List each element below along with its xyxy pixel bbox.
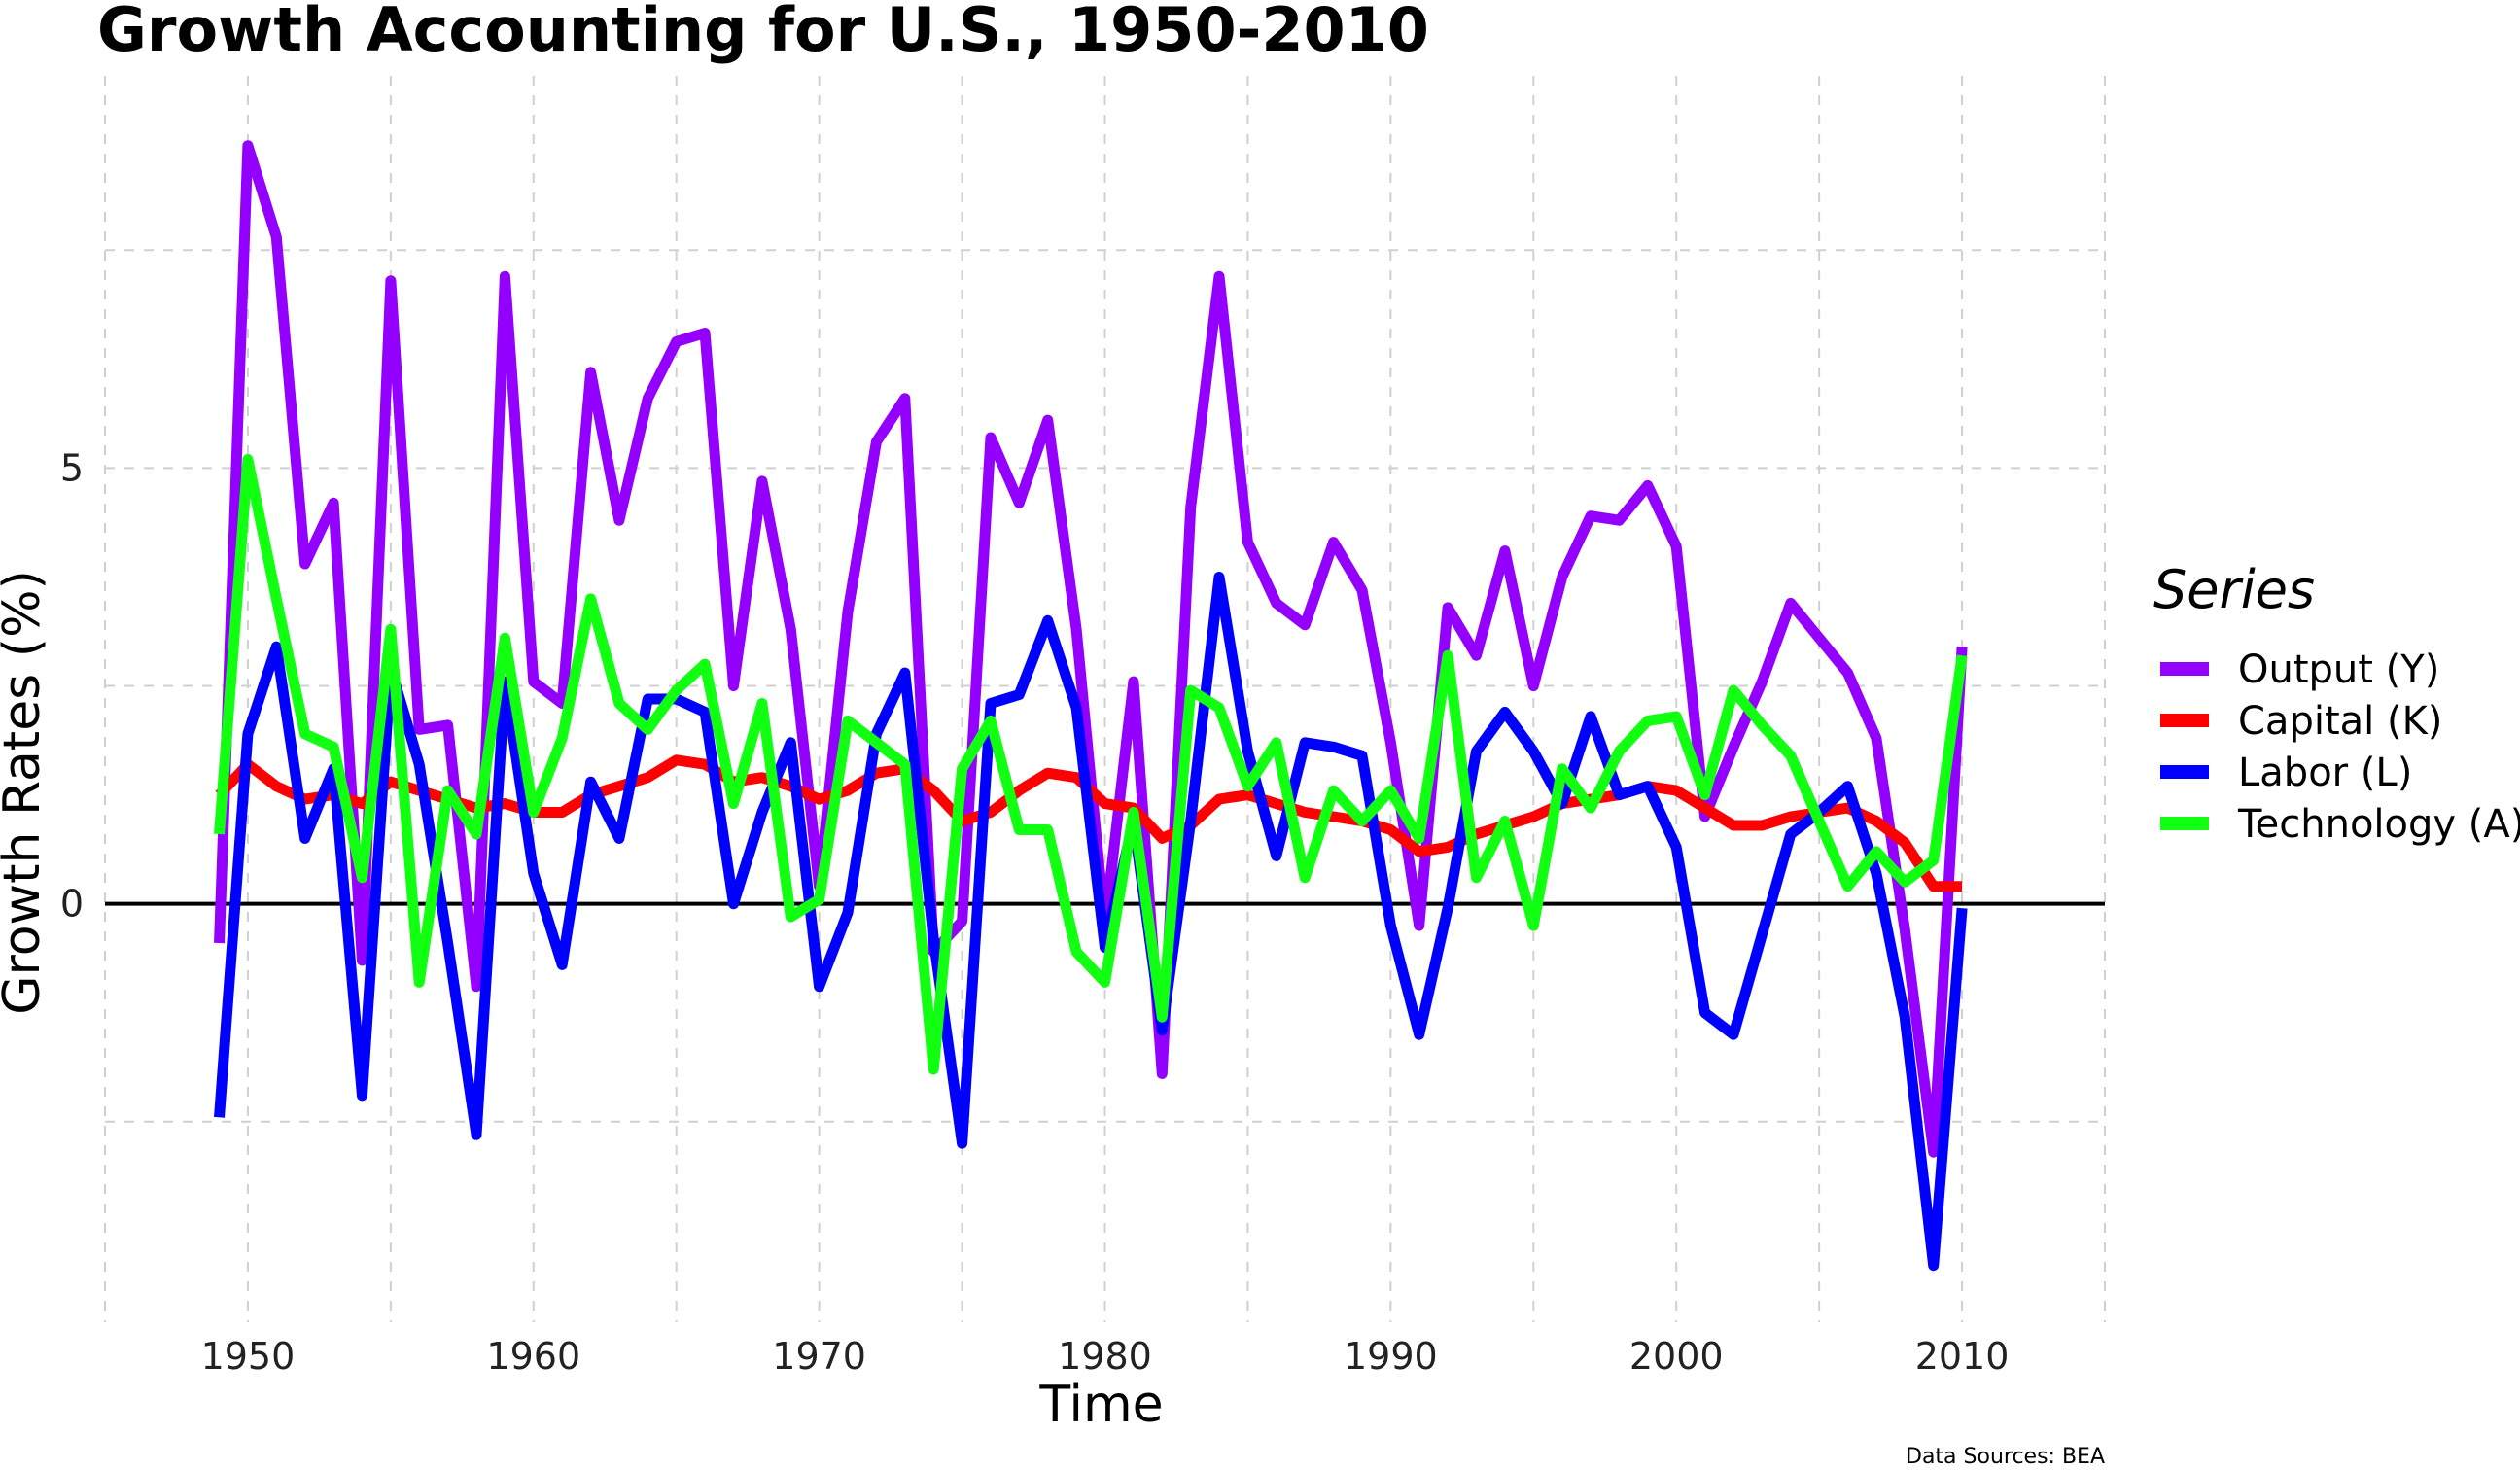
x-axis-title: Time [1038, 1376, 1163, 1434]
x-tick-label: 1960 [486, 1335, 580, 1378]
x-tick-label: 1980 [1058, 1335, 1152, 1378]
x-tick-labels: 1950 1960 1970 1980 1990 2000 2010 [201, 1335, 2010, 1378]
y-tick-label: 5 [60, 446, 84, 489]
x-tick-label: 1990 [1344, 1335, 1438, 1378]
chart-title: Growth Accounting for U.S., 1950-2010 [97, 0, 1429, 65]
x-tick-label: 1950 [201, 1335, 296, 1378]
series-lines [214, 140, 1968, 1272]
legend: Series Output (Y) Capital (K) Labor (L) Tec… [2153, 559, 2520, 847]
y-tick-labels: 05 [60, 446, 84, 925]
x-tick-label: 2000 [1629, 1335, 1724, 1378]
series-line-3 [214, 454, 1968, 1075]
legend-label: Output (Y) [2238, 648, 2439, 692]
legend-label: Technology (A) [2237, 802, 2520, 847]
y-axis-title: Growth Rates (%) [0, 570, 52, 1015]
legend-label: Capital (K) [2238, 699, 2442, 744]
series-line-2 [214, 572, 1968, 1272]
y-tick-label: 0 [60, 883, 84, 926]
x-tick-label: 1970 [772, 1335, 866, 1378]
legend-title: Series [2153, 559, 2315, 620]
caption: Data Sources: BEA [1906, 1445, 2105, 1469]
series-line-0 [214, 140, 1968, 1158]
legend-label: Labor (L) [2238, 751, 2412, 795]
x-tick-label: 2010 [1915, 1335, 2010, 1378]
